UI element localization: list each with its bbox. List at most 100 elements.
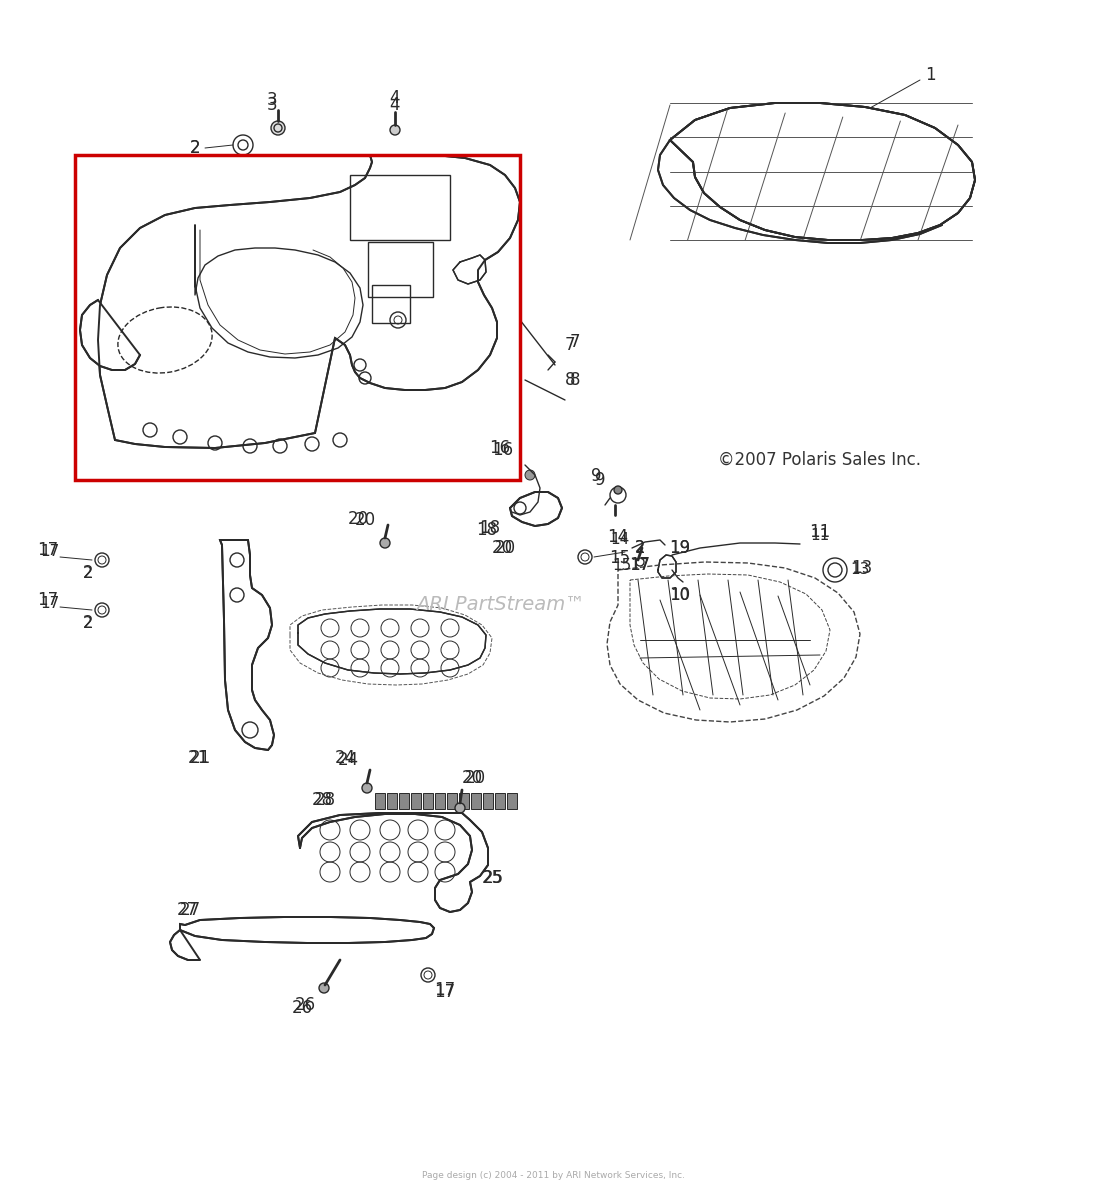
Text: 10: 10 (669, 586, 690, 604)
Text: ©2007 Polaris Sales Inc.: ©2007 Polaris Sales Inc. (719, 451, 921, 469)
Text: 20: 20 (491, 539, 512, 557)
Bar (471, 793, 481, 809)
Text: 19: 19 (669, 539, 690, 557)
Text: 17: 17 (41, 545, 60, 559)
Circle shape (362, 782, 372, 793)
Text: 2: 2 (190, 139, 200, 157)
Bar (372, 284, 410, 323)
Text: 2: 2 (635, 539, 645, 557)
Text: 3: 3 (267, 96, 278, 114)
Text: 1: 1 (925, 66, 936, 84)
Bar (399, 793, 409, 809)
Text: 17: 17 (435, 982, 456, 998)
Bar (435, 793, 445, 809)
Text: 18: 18 (479, 518, 501, 538)
Text: 17: 17 (630, 558, 649, 572)
Text: 11: 11 (810, 523, 831, 541)
Text: 25: 25 (482, 869, 503, 887)
Polygon shape (298, 608, 486, 674)
Text: 26: 26 (292, 998, 313, 1018)
Text: 8: 8 (565, 371, 575, 389)
Text: 7: 7 (570, 332, 581, 350)
Polygon shape (298, 814, 488, 912)
Text: 2: 2 (190, 139, 200, 157)
Text: 11: 11 (811, 528, 830, 542)
Polygon shape (658, 554, 676, 578)
Polygon shape (80, 300, 140, 370)
Text: 17: 17 (41, 595, 60, 611)
Text: 3: 3 (267, 91, 278, 109)
Polygon shape (170, 930, 200, 960)
Circle shape (380, 538, 390, 548)
Bar (375, 793, 385, 809)
Text: 2: 2 (635, 540, 645, 556)
Text: 18: 18 (477, 521, 498, 539)
Polygon shape (180, 917, 434, 943)
Bar (422, 793, 434, 809)
Circle shape (455, 803, 465, 814)
Text: 26: 26 (294, 996, 315, 1014)
Text: ARI PartStream™: ARI PartStream™ (416, 595, 584, 614)
Polygon shape (98, 155, 520, 448)
Circle shape (823, 558, 847, 582)
Text: 20: 20 (347, 510, 368, 528)
Text: 16: 16 (490, 439, 511, 457)
Text: Page design (c) 2004 - 2011 by ARI Network Services, Inc.: Page design (c) 2004 - 2011 by ARI Netwo… (421, 1170, 685, 1180)
Text: 2: 2 (83, 614, 93, 632)
Text: 25: 25 (481, 869, 502, 887)
Text: 24: 24 (337, 751, 358, 769)
Polygon shape (453, 254, 486, 284)
Bar (459, 793, 469, 809)
Bar (368, 242, 434, 296)
Circle shape (525, 470, 535, 480)
Text: 21: 21 (189, 749, 210, 767)
Circle shape (319, 983, 328, 994)
Bar (75, 155, 520, 480)
Text: 20: 20 (354, 511, 376, 529)
Text: 7: 7 (565, 336, 575, 354)
Bar (349, 175, 450, 240)
Text: 2: 2 (83, 565, 93, 581)
Text: 2: 2 (83, 564, 93, 582)
Text: 28: 28 (314, 791, 335, 809)
Text: 13: 13 (852, 559, 873, 577)
Text: 10: 10 (670, 588, 690, 602)
Text: 27: 27 (179, 901, 200, 919)
Bar (495, 793, 505, 809)
Text: 24: 24 (334, 749, 355, 767)
Circle shape (390, 125, 400, 134)
Text: 20: 20 (494, 539, 515, 557)
Polygon shape (510, 492, 562, 526)
Text: 20: 20 (461, 769, 482, 787)
Text: 4: 4 (389, 96, 400, 114)
Text: 27: 27 (177, 901, 198, 919)
Text: 20: 20 (465, 769, 486, 787)
Text: 17: 17 (435, 983, 456, 1001)
Bar (483, 793, 493, 809)
Text: 15: 15 (613, 558, 632, 572)
Text: 9: 9 (591, 467, 602, 485)
Text: 17: 17 (629, 556, 650, 574)
Text: 17: 17 (38, 541, 59, 559)
Text: 2: 2 (83, 616, 93, 630)
Polygon shape (670, 103, 975, 240)
Bar (387, 793, 397, 809)
Text: 14: 14 (607, 528, 628, 546)
Circle shape (271, 121, 285, 134)
Text: 8: 8 (570, 371, 581, 389)
Polygon shape (220, 540, 274, 750)
Text: 13: 13 (851, 563, 869, 577)
Text: 16: 16 (492, 440, 513, 458)
Text: 19: 19 (669, 539, 690, 557)
Text: 14: 14 (611, 533, 629, 547)
Polygon shape (670, 103, 975, 240)
Text: 15: 15 (609, 550, 630, 566)
Text: 28: 28 (312, 791, 333, 809)
Bar (411, 793, 421, 809)
Text: 17: 17 (38, 590, 59, 608)
Text: 9: 9 (595, 470, 605, 490)
Bar (507, 793, 517, 809)
Circle shape (614, 486, 622, 494)
Text: 21: 21 (187, 749, 209, 767)
Text: 4: 4 (389, 89, 400, 107)
